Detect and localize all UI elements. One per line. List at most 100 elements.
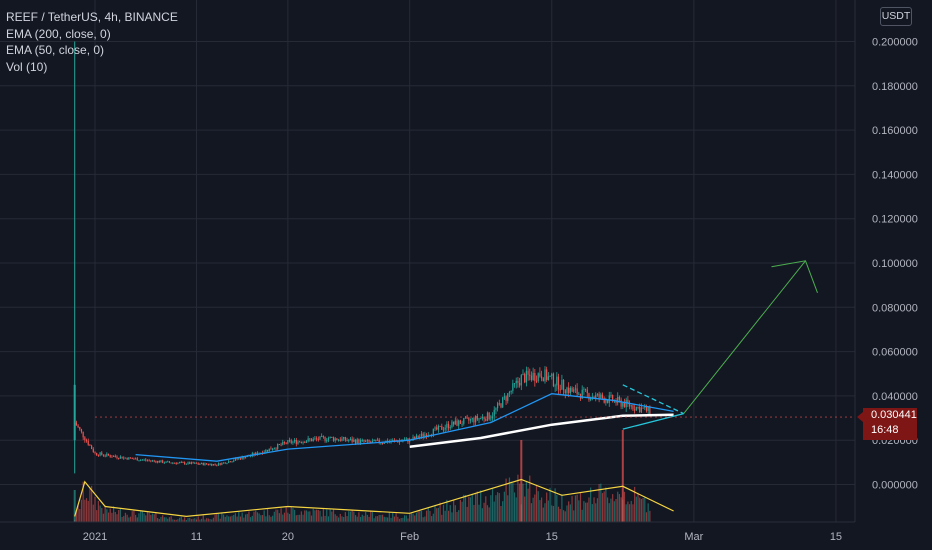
volume-bar: [522, 483, 524, 522]
candle-body: [510, 390, 512, 392]
candle-body: [446, 423, 448, 428]
candle-body: [447, 423, 450, 429]
currency-button[interactable]: USDT: [880, 7, 912, 26]
volume-bar: [458, 510, 460, 522]
volume-bar: [481, 508, 483, 522]
volume-bar: [255, 510, 257, 522]
volume-bar: [206, 518, 208, 522]
candle-body: [135, 458, 137, 460]
volume-bar: [552, 505, 555, 522]
lower-trendline[interactable]: [622, 412, 684, 430]
candle-body: [380, 442, 382, 444]
volume-bar: [185, 519, 187, 522]
candle-body: [253, 453, 255, 456]
volume-bar: [517, 474, 519, 522]
time-axis[interactable]: 2021 11 20 Feb 15 Mar 15: [83, 531, 842, 543]
candle-body: [490, 418, 492, 420]
volume-bar: [466, 506, 468, 522]
volume-bar: [348, 511, 350, 522]
volume-bar: [571, 496, 573, 522]
volume-bar: [395, 513, 397, 522]
volume-bar: [476, 491, 478, 522]
candle-body: [412, 436, 414, 440]
candle-body: [603, 398, 605, 403]
candle-body: [485, 419, 487, 421]
candle-body: [204, 463, 206, 466]
candle-body: [542, 378, 544, 382]
ema200-legend[interactable]: EMA (200, close, 0): [6, 26, 111, 41]
volume-bar: [300, 511, 302, 522]
volume-bar: [632, 504, 634, 522]
volume-bar: [234, 513, 237, 522]
volume-bar: [354, 515, 357, 522]
spike-body: [73, 384, 76, 441]
symbol-title[interactable]: REEF / TetherUS, 4h, BINANCE: [6, 10, 178, 24]
volume-bar: [121, 516, 123, 522]
candle-body: [278, 444, 280, 446]
candle-body: [178, 462, 181, 464]
bar-countdown: 16:48: [871, 424, 899, 436]
volume-bar: [530, 503, 533, 522]
candle-body: [190, 462, 193, 464]
candle-body: [327, 438, 330, 441]
candle-body: [588, 393, 590, 400]
candle-body: [491, 416, 494, 419]
upper-trendline[interactable]: [622, 384, 684, 415]
candle-body: [341, 438, 343, 441]
volume-legend[interactable]: Vol (10): [6, 59, 48, 74]
candle-body: [361, 439, 363, 441]
candle-body: [89, 444, 91, 446]
volume-bar: [598, 484, 600, 522]
volume-bar: [224, 516, 226, 522]
candle-body: [583, 388, 585, 390]
volume-bar: [541, 497, 543, 522]
volume-bar: [393, 516, 396, 522]
volume-bar: [192, 518, 194, 522]
candle-body: [241, 456, 243, 460]
volume-bar: [405, 515, 407, 522]
candle-body: [219, 463, 221, 465]
projection-arrow-head[interactable]: [771, 260, 818, 293]
volume-bar: [451, 512, 453, 522]
volume-bar: [239, 516, 242, 522]
volume-bar: [283, 512, 286, 522]
candle-body: [622, 402, 624, 407]
volume-bar: [299, 514, 301, 522]
candle-body: [195, 462, 198, 464]
candle-body: [212, 464, 215, 466]
candle-body: [104, 455, 106, 457]
candle-body: [92, 448, 94, 452]
time-tick-label: 15: [546, 531, 558, 543]
legend: REEF / TetherUS, 4h, BINANCE EMA (200, c…: [6, 9, 178, 75]
candle-body: [228, 461, 230, 464]
candle-body: [534, 373, 536, 381]
volume-bar: [167, 518, 169, 522]
volume-bar: [497, 492, 499, 522]
volume-bar: [366, 514, 368, 522]
volume-bar: [356, 516, 358, 522]
candle-body: [229, 461, 231, 463]
volume-bar: [627, 501, 629, 522]
candle-body: [332, 437, 335, 441]
volume-bar: [322, 508, 324, 522]
volume-bar: [456, 511, 458, 522]
volume-bar: [178, 517, 181, 522]
candle-body: [79, 427, 81, 430]
drawings[interactable]: [95, 260, 855, 430]
candle-body: [488, 412, 490, 420]
candle-body: [522, 374, 524, 376]
volume-bar: [549, 487, 551, 522]
volume-bar: [187, 518, 189, 522]
candle-body: [634, 409, 636, 411]
candle-body: [234, 458, 237, 461]
volume-bar: [559, 508, 561, 522]
volume-bar: [431, 516, 433, 522]
projection-arrow-shaft[interactable]: [683, 260, 806, 414]
candle-body: [160, 460, 162, 463]
ema50-legend[interactable]: EMA (50, close, 0): [6, 43, 105, 57]
volume-bar: [612, 494, 614, 522]
volume-bar: [119, 508, 121, 522]
candle-body: [334, 438, 336, 441]
volume-bar: [243, 517, 245, 522]
